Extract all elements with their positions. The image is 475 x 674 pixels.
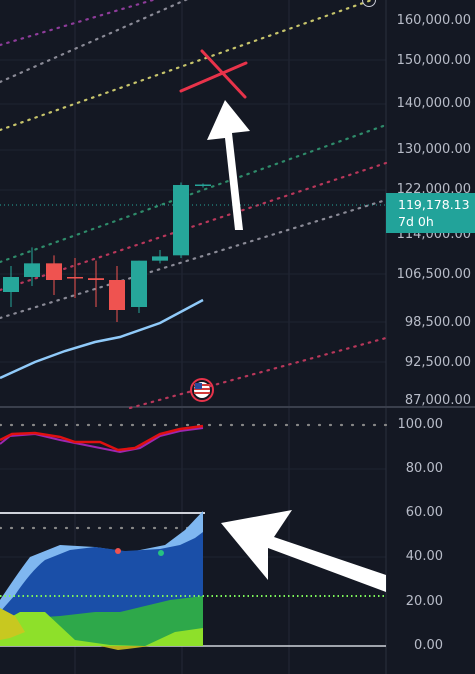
- channel-line-gray-mid[interactable]: [0, 198, 388, 320]
- rsi-signal-line: [0, 427, 204, 454]
- oscillator-pane[interactable]: [0, 423, 388, 650]
- candle[interactable]: [152, 250, 168, 264]
- osc-axis-label: 80.00: [405, 461, 443, 476]
- candle-body: [67, 277, 83, 279]
- candle[interactable]: [131, 260, 147, 313]
- rsi-line: [0, 424, 204, 452]
- price-axis-label: 160,000.00: [396, 13, 471, 28]
- area-yellow-bottom: [100, 646, 150, 650]
- candle[interactable]: [173, 182, 189, 259]
- candles[interactable]: [3, 182, 211, 323]
- candle[interactable]: [109, 266, 125, 322]
- up-arrow[interactable]: [207, 100, 250, 230]
- candle[interactable]: [46, 255, 62, 295]
- x-mark-icon[interactable]: [179, 49, 248, 99]
- candle-body: [152, 256, 168, 261]
- candle[interactable]: [88, 260, 104, 307]
- candle[interactable]: [3, 266, 19, 307]
- left-arrow[interactable]: [221, 510, 386, 592]
- horizontal-grid: [0, 59, 386, 558]
- event-marker[interactable]: [190, 378, 214, 402]
- signal-dot-red: [115, 548, 121, 554]
- osc-axis-label: 20.00: [405, 594, 443, 609]
- price-axis-label: 140,000.00: [396, 96, 471, 111]
- candle-body: [46, 263, 62, 280]
- channel-line-green[interactable]: [0, 123, 388, 264]
- price-axis-label: 130,000.00: [396, 142, 471, 157]
- price-axis-label: 92,500.00: [404, 355, 471, 370]
- candle-body: [3, 277, 19, 292]
- osc-axis-label: 0.00: [414, 638, 443, 653]
- channel-line-yellow[interactable]: [0, 0, 386, 132]
- candle[interactable]: [24, 247, 40, 286]
- price-axis-label: 98,500.00: [404, 315, 471, 330]
- osc-axis-label: 60.00: [405, 505, 443, 520]
- price-axis-label: 87,000.00: [404, 393, 471, 408]
- osc-axis-label: 100.00: [397, 417, 444, 432]
- osc-axis-label: 40.00: [405, 549, 443, 564]
- candle-body: [109, 280, 125, 310]
- channel-line-purple-top[interactable]: [0, 0, 180, 47]
- signal-dot-green: [158, 550, 164, 556]
- candle[interactable]: [67, 258, 83, 298]
- candle-body: [88, 278, 104, 280]
- area-yellow-green: [0, 612, 203, 646]
- current-price-tag[interactable]: 119,178.13 7d 0h: [386, 193, 475, 233]
- candle[interactable]: [195, 183, 211, 188]
- channel-line-red-upper[interactable]: [0, 161, 388, 292]
- candle-body: [24, 263, 40, 277]
- candle-body: [173, 185, 189, 256]
- bar-countdown: 7d 0h: [398, 214, 434, 229]
- current-price-value: 119,178.13: [398, 197, 470, 212]
- moving-average-line[interactable]: [0, 298, 204, 380]
- channel-line-gray-top[interactable]: [0, 0, 190, 84]
- channel-lines[interactable]: [0, 0, 388, 410]
- candle-body: [131, 260, 147, 307]
- price-axis-label: 106,500.00: [396, 267, 471, 282]
- channel-line-red-lower[interactable]: [128, 336, 388, 410]
- candle-body: [195, 184, 211, 186]
- price-axis-label: 150,000.00: [396, 53, 471, 68]
- area-yellow: [0, 608, 25, 640]
